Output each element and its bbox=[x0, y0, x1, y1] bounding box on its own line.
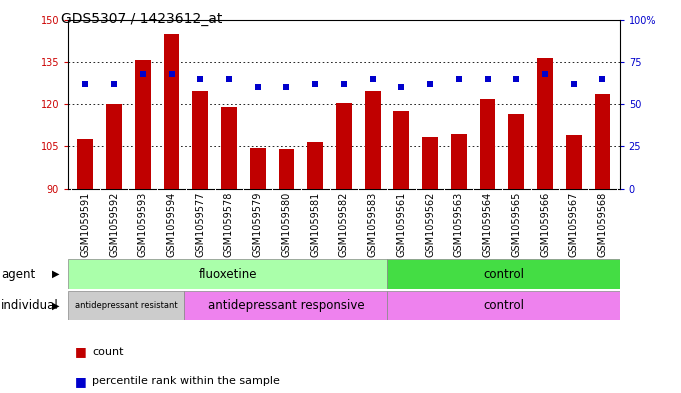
Text: GSM1059577: GSM1059577 bbox=[195, 191, 205, 257]
Text: GSM1059562: GSM1059562 bbox=[425, 191, 435, 257]
Text: ▶: ▶ bbox=[52, 269, 60, 279]
Text: ▶: ▶ bbox=[52, 301, 60, 310]
Text: GSM1059580: GSM1059580 bbox=[281, 191, 291, 257]
Text: GSM1059566: GSM1059566 bbox=[540, 191, 550, 257]
Bar bbox=[106, 104, 122, 189]
Text: count: count bbox=[92, 347, 123, 357]
Text: control: control bbox=[483, 299, 524, 312]
Bar bbox=[135, 61, 151, 189]
Bar bbox=[336, 103, 352, 189]
Bar bbox=[422, 136, 438, 189]
Text: ■: ■ bbox=[75, 375, 86, 388]
Bar bbox=[68, 259, 387, 289]
Text: percentile rank within the sample: percentile rank within the sample bbox=[92, 376, 280, 386]
Text: ■: ■ bbox=[75, 345, 86, 358]
Bar bbox=[509, 114, 524, 189]
Text: agent: agent bbox=[1, 268, 35, 281]
Text: GSM1059591: GSM1059591 bbox=[80, 191, 91, 257]
Text: fluoxetine: fluoxetine bbox=[199, 268, 257, 281]
Text: GSM1059594: GSM1059594 bbox=[167, 191, 176, 257]
Text: GSM1059578: GSM1059578 bbox=[224, 191, 234, 257]
Bar bbox=[279, 149, 294, 189]
Text: antidepressant responsive: antidepressant responsive bbox=[208, 299, 364, 312]
Bar bbox=[185, 291, 387, 320]
Bar bbox=[394, 111, 409, 189]
Bar bbox=[78, 140, 93, 189]
Text: GSM1059579: GSM1059579 bbox=[253, 191, 263, 257]
Bar bbox=[307, 142, 323, 189]
Text: GSM1059592: GSM1059592 bbox=[109, 191, 119, 257]
Text: GSM1059583: GSM1059583 bbox=[368, 191, 378, 257]
Text: antidepressant resistant: antidepressant resistant bbox=[75, 301, 178, 310]
Text: control: control bbox=[483, 268, 524, 281]
Text: GSM1059564: GSM1059564 bbox=[483, 191, 492, 257]
Text: GSM1059568: GSM1059568 bbox=[597, 191, 607, 257]
Bar bbox=[221, 107, 237, 189]
Bar bbox=[163, 34, 179, 189]
Text: GSM1059561: GSM1059561 bbox=[396, 191, 407, 257]
Text: GDS5307 / 1423612_at: GDS5307 / 1423612_at bbox=[61, 12, 223, 26]
Bar bbox=[566, 135, 582, 189]
Text: GSM1059582: GSM1059582 bbox=[339, 191, 349, 257]
Bar bbox=[537, 58, 553, 189]
Text: GSM1059581: GSM1059581 bbox=[310, 191, 320, 257]
Bar bbox=[387, 259, 620, 289]
Text: GSM1059593: GSM1059593 bbox=[138, 191, 148, 257]
Bar bbox=[250, 148, 266, 189]
Bar bbox=[451, 134, 466, 189]
Text: GSM1059565: GSM1059565 bbox=[511, 191, 521, 257]
Bar bbox=[365, 92, 381, 189]
Bar bbox=[68, 291, 185, 320]
Text: individual: individual bbox=[1, 299, 59, 312]
Bar bbox=[595, 94, 610, 189]
Bar bbox=[387, 291, 620, 320]
Bar bbox=[192, 92, 208, 189]
Text: GSM1059567: GSM1059567 bbox=[569, 191, 579, 257]
Text: GSM1059563: GSM1059563 bbox=[454, 191, 464, 257]
Bar bbox=[479, 99, 496, 189]
